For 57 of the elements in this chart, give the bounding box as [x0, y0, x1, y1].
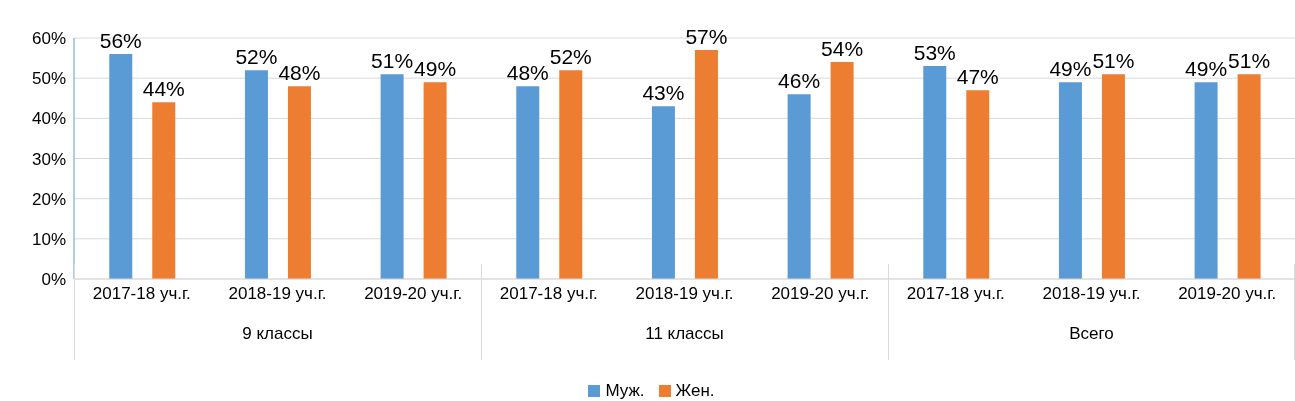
bar — [1058, 82, 1082, 279]
x-tick-label: 2018-19 уч.г. — [228, 284, 327, 304]
x-tick-label: 2019-20 уч.г. — [771, 284, 870, 304]
data-label: 48% — [278, 61, 321, 85]
data-label: 57% — [685, 25, 728, 49]
bar — [966, 90, 990, 279]
data-label: 51% — [1092, 49, 1135, 73]
y-tick-label: 20% — [31, 189, 66, 209]
y-tick-label: 0% — [41, 270, 66, 290]
bar — [423, 82, 447, 279]
bar — [559, 70, 583, 279]
data-label: 49% — [1049, 57, 1092, 81]
x-tick-label: 2018-19 уч.г. — [635, 284, 734, 304]
data-label: 46% — [778, 69, 821, 93]
text: 9 классы — [241, 324, 314, 344]
bar — [109, 54, 133, 279]
y-tick-label: 30% — [31, 149, 66, 169]
x-tick-label: 2019-20 уч.г. — [1178, 284, 1277, 304]
bar — [244, 70, 268, 279]
bar — [651, 106, 675, 279]
bar — [516, 86, 540, 279]
data-label: 47% — [956, 65, 999, 89]
y-tick-label: 50% — [31, 69, 66, 89]
data-label: 53% — [913, 41, 956, 65]
legend-label: Жен. — [674, 381, 715, 401]
bar — [152, 102, 176, 279]
y-tick-label: 40% — [31, 109, 66, 129]
x-tick-label: 2017-18 уч.г. — [499, 284, 598, 304]
y-tick-label: 10% — [31, 229, 66, 249]
data-label: 52% — [549, 45, 592, 69]
data-label: 51% — [1228, 49, 1271, 73]
data-label: 49% — [414, 57, 457, 81]
x-tick-label: 2017-18 уч.г. — [92, 284, 191, 304]
text: Всего — [1068, 324, 1115, 344]
data-label: 54% — [821, 37, 864, 61]
data-label: 56% — [99, 29, 142, 53]
bar — [287, 86, 311, 279]
data-label: 43% — [642, 81, 685, 105]
data-label: 49% — [1185, 57, 1228, 81]
bar — [694, 50, 718, 279]
data-label: 52% — [235, 45, 278, 69]
data-label: 51% — [371, 49, 414, 73]
x-tick-label: 2019-20 уч.г. — [364, 284, 463, 304]
x-tick-label: 2018-19 уч.г. — [1042, 284, 1141, 304]
bar — [787, 94, 811, 279]
text: 11 классы — [644, 324, 725, 344]
bar — [923, 66, 947, 279]
bar — [1194, 82, 1218, 279]
data-label: 44% — [142, 77, 185, 101]
y-tick-label: 60% — [31, 29, 66, 49]
bar — [830, 62, 854, 279]
bar — [1101, 74, 1125, 279]
legend-label: Муж. — [604, 381, 645, 401]
bar — [1237, 74, 1261, 279]
data-label: 48% — [506, 61, 549, 85]
bar — [380, 74, 404, 279]
x-tick-label: 2017-18 уч.г. — [906, 284, 1005, 304]
